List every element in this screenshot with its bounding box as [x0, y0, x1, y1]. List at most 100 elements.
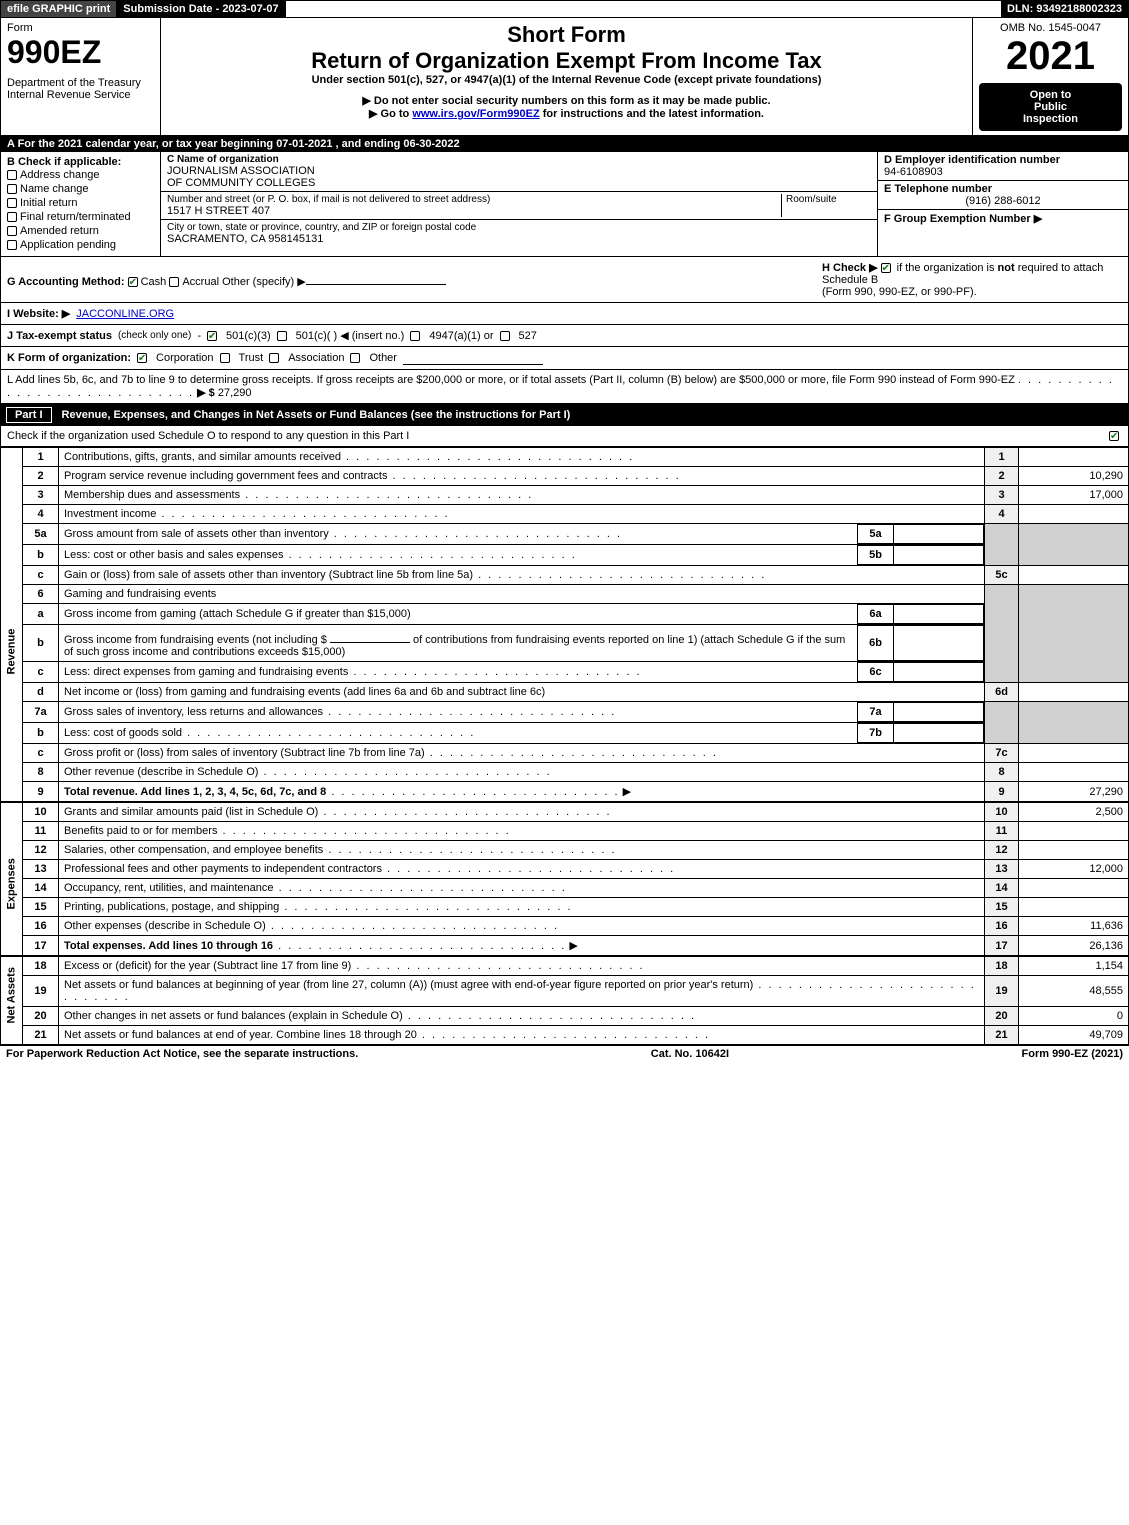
table-row: 19Net assets or fund balances at beginni… — [23, 976, 1129, 1007]
g-label: G Accounting Method: — [7, 276, 125, 288]
check-accrual[interactable] — [169, 277, 179, 287]
box-c: C Name of organization JOURNALISM ASSOCI… — [161, 152, 878, 256]
revenue-table: 1Contributions, gifts, grants, and simil… — [22, 447, 1129, 802]
table-row: bLess: cost or other basis and sales exp… — [23, 545, 1129, 566]
check-amended-return[interactable] — [7, 226, 17, 236]
table-row: cGain or (loss) from sale of assets othe… — [23, 566, 1129, 585]
table-row: 4Investment income4 — [23, 505, 1129, 524]
table-row: 1Contributions, gifts, grants, and simil… — [23, 448, 1129, 467]
table-row: 7aGross sales of inventory, less returns… — [23, 702, 1129, 723]
j-opt3: 4947(a)(1) or — [429, 330, 493, 342]
footer-cat: Cat. No. 10642I — [651, 1048, 729, 1060]
j-opt2: 501(c)( ) ◀ (insert no.) — [296, 329, 405, 342]
table-row: 3Membership dues and assessments317,000 — [23, 486, 1129, 505]
table-row: bGross income from fundraising events (n… — [23, 625, 1129, 662]
table-row: 8Other revenue (describe in Schedule O)8 — [23, 763, 1129, 782]
header-center: Short Form Return of Organization Exempt… — [161, 18, 973, 135]
table-row: 16Other expenses (describe in Schedule O… — [23, 917, 1129, 936]
g-cash: Cash — [141, 276, 167, 288]
header-left: Form 990EZ Department of the Treasury In… — [1, 18, 161, 135]
addr-label: Number and street (or P. O. box, if mail… — [167, 194, 781, 205]
page-footer: For Paperwork Reduction Act Notice, see … — [0, 1045, 1129, 1062]
table-row: cGross profit or (loss) from sales of in… — [23, 744, 1129, 763]
open-line-1: Open to — [983, 89, 1118, 101]
check-label-0: Address change — [20, 169, 100, 181]
subtitle: Under section 501(c), 527, or 4947(a)(1)… — [167, 74, 966, 86]
revenue-block: Revenue 1Contributions, gifts, grants, a… — [0, 447, 1129, 802]
check-initial-return[interactable] — [7, 198, 17, 208]
row-j: J Tax-exempt status (check only one) - 5… — [0, 325, 1129, 347]
table-row: 9Total revenue. Add lines 1, 2, 3, 4, 5c… — [23, 782, 1129, 802]
table-row: 21Net assets or fund balances at end of … — [23, 1026, 1129, 1045]
side-revenue: Revenue — [0, 447, 22, 802]
box-c-label: C Name of organization — [167, 154, 871, 165]
irs-label: Internal Revenue Service — [7, 89, 154, 101]
side-net-assets: Net Assets — [0, 956, 22, 1045]
note-goto: ▶ Go to www.irs.gov/Form990EZ for instru… — [167, 107, 966, 120]
check-527[interactable] — [500, 331, 510, 341]
check-501c3[interactable] — [207, 331, 217, 341]
footer-left: For Paperwork Reduction Act Notice, see … — [6, 1048, 358, 1060]
side-expenses: Expenses — [0, 802, 22, 956]
telephone: (916) 288-6012 — [884, 195, 1122, 207]
row-i: I Website: ▶ JACCONLINE.ORG — [0, 303, 1129, 325]
check-schedule-b-not-required[interactable] — [881, 263, 891, 273]
check-4947[interactable] — [410, 331, 420, 341]
footer-right: Form 990-EZ (2021) — [1022, 1048, 1124, 1060]
city-label: City or town, state or province, country… — [167, 222, 871, 233]
table-row: bLess: cost of goods sold7b — [23, 723, 1129, 744]
part1-label: Part I — [6, 407, 52, 423]
check-application-pending[interactable] — [7, 240, 17, 250]
table-row: 12Salaries, other compensation, and empl… — [23, 841, 1129, 860]
table-row: 6Gaming and fundraising events — [23, 585, 1129, 604]
table-row: dNet income or (loss) from gaming and fu… — [23, 683, 1129, 702]
h-post2: (Form 990, 990-EZ, or 990-PF). — [822, 286, 977, 298]
part1-title: Revenue, Expenses, and Changes in Net As… — [62, 409, 571, 421]
j-small: (check only one) — [118, 330, 191, 341]
check-501c[interactable] — [277, 331, 287, 341]
org-name-1: JOURNALISM ASSOCIATION — [167, 165, 871, 177]
row-a-tax-year: A For the 2021 calendar year, or tax yea… — [0, 136, 1129, 152]
omb-number: OMB No. 1545-0047 — [979, 22, 1122, 34]
table-row: 5aGross amount from sale of assets other… — [23, 524, 1129, 545]
org-name-2: OF COMMUNITY COLLEGES — [167, 177, 871, 189]
dept-treasury: Department of the Treasury — [7, 77, 154, 89]
table-row: aGross income from gaming (attach Schedu… — [23, 604, 1129, 625]
top-bar: efile GRAPHIC print Submission Date - 20… — [0, 0, 1129, 18]
city-state-zip: SACRAMENTO, CA 958145131 — [167, 233, 871, 245]
table-row: 18Excess or (deficit) for the year (Subt… — [23, 957, 1129, 976]
l-arrow: ▶ $ — [197, 387, 215, 399]
header-right: OMB No. 1545-0047 2021 Open to Public In… — [973, 18, 1128, 135]
g-other-input[interactable] — [306, 271, 446, 285]
short-form-title: Short Form — [167, 22, 966, 48]
k-other-input[interactable] — [403, 351, 543, 365]
net-assets-block: Net Assets 18Excess or (deficit) for the… — [0, 956, 1129, 1045]
form-number: 990EZ — [7, 34, 154, 71]
check-schedule-o-used[interactable] — [1109, 431, 1119, 441]
open-line-2: Public — [983, 101, 1118, 113]
box-f-label: F Group Exemption Number ▶ — [884, 212, 1122, 225]
check-corporation[interactable] — [137, 353, 147, 363]
check-trust[interactable] — [220, 353, 230, 363]
open-line-3: Inspection — [983, 113, 1118, 125]
check-address-change[interactable] — [7, 170, 17, 180]
check-label-5: Application pending — [20, 239, 116, 251]
irs-link[interactable]: www.irs.gov/Form990EZ — [412, 108, 539, 120]
note-goto-post: for instructions and the latest informat… — [540, 108, 764, 120]
check-other-org[interactable] — [350, 353, 360, 363]
box-b-label: B Check if applicable: — [7, 156, 154, 168]
row-g: G Accounting Method: Cash Accrual Other … — [7, 271, 446, 288]
efile-print-button[interactable]: efile GRAPHIC print — [1, 1, 117, 17]
j-label: J Tax-exempt status — [7, 330, 112, 342]
check-name-change[interactable] — [7, 184, 17, 194]
website-link[interactable]: JACCONLINE.ORG — [76, 308, 174, 320]
j-opt1: 501(c)(3) — [226, 330, 271, 342]
check-association[interactable] — [269, 353, 279, 363]
h-mid: if the organization is — [894, 262, 998, 274]
table-row: 2Program service revenue including gover… — [23, 467, 1129, 486]
table-row: 15Printing, publications, postage, and s… — [23, 898, 1129, 917]
check-final-return[interactable] — [7, 212, 17, 222]
check-cash[interactable] — [128, 277, 138, 287]
box-d-label: D Employer identification number — [884, 154, 1122, 166]
table-row: cLess: direct expenses from gaming and f… — [23, 662, 1129, 683]
